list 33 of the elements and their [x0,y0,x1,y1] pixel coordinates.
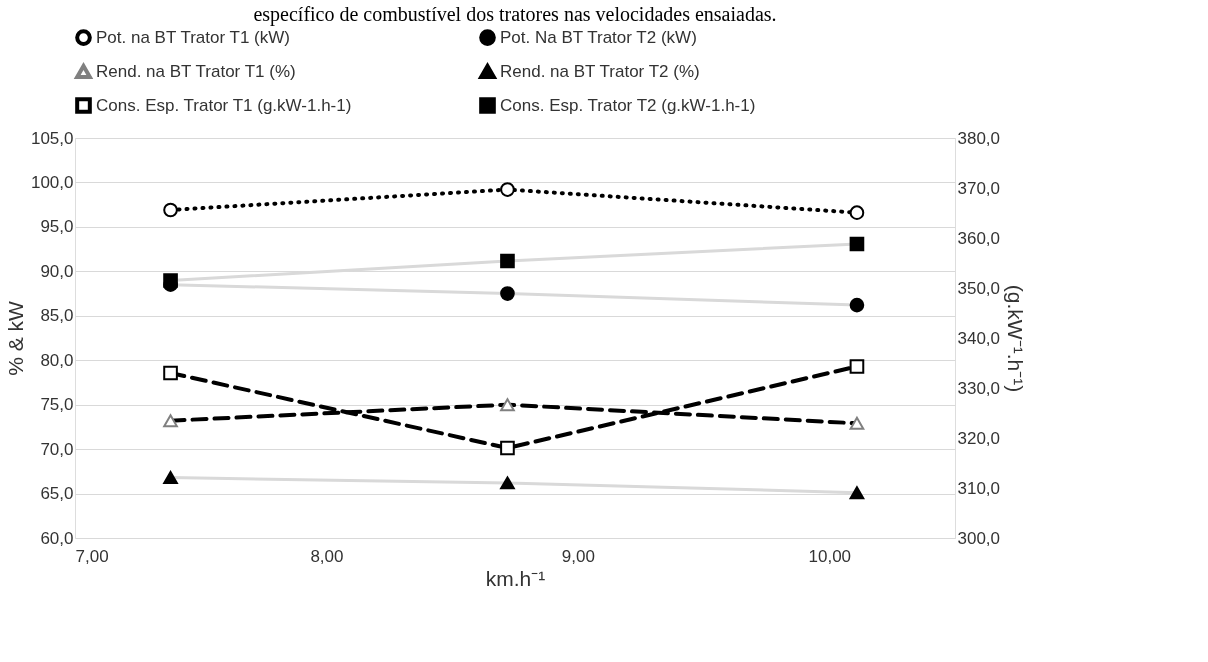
legend-label: Pot. na BT Trator T1 (kW) [96,27,290,47]
legend-label: Rend. na BT Trator T1 (%) [96,61,296,81]
y2-tick-label: 350,0 [957,278,1001,298]
x-axis-title: km.h⁻¹ [485,566,546,590]
chart-title: específico de combustível dos tratores nas velocidades ensaiadas. [253,3,777,26]
y2-tick-label: 300,0 [957,528,1001,548]
y2-tick-label: 380,0 [957,128,1001,148]
y-tick-label: 70,0 [40,439,74,459]
x-tick-label: 8,00 [310,546,344,566]
y-tick-label: 100,0 [30,172,74,192]
legend-label: Rend. na BT Trator T2 (%) [500,61,700,81]
y-tick-label: 105,0 [30,128,74,148]
y2-tick-label: 330,0 [957,378,1001,398]
y-tick-label: 65,0 [40,484,74,504]
x-tick-label: 9,00 [561,546,595,566]
y-tick-label: 85,0 [40,306,74,326]
y2-tick-label: 370,0 [957,178,1001,198]
legend-label: Pot. Na BT Trator T2 (kW) [500,27,697,47]
y-tick-label: 95,0 [40,217,74,237]
y-tick-label: 80,0 [40,350,74,370]
y-axis-title: % & kW [3,300,27,376]
y-tick-label: 90,0 [40,261,74,281]
y2-tick-label: 320,0 [957,428,1001,448]
y2-tick-label: 310,0 [957,478,1001,498]
legend-label: Cons. Esp. Trator T2 (g.kW-1.h-1) [500,95,756,115]
y2-axis-title: (g.kW⁻¹.h⁻¹) [1004,284,1028,393]
y-tick-label: 75,0 [40,395,74,415]
x-tick-label: 10,00 [808,546,852,566]
x-tick-label: 7,00 [75,546,109,566]
y2-tick-label: 360,0 [957,228,1001,248]
legend-label: Cons. Esp. Trator T1 (g.kW-1.h-1) [96,95,352,115]
y2-tick-label: 340,0 [957,328,1001,348]
y-tick-label: 60,0 [40,528,74,548]
